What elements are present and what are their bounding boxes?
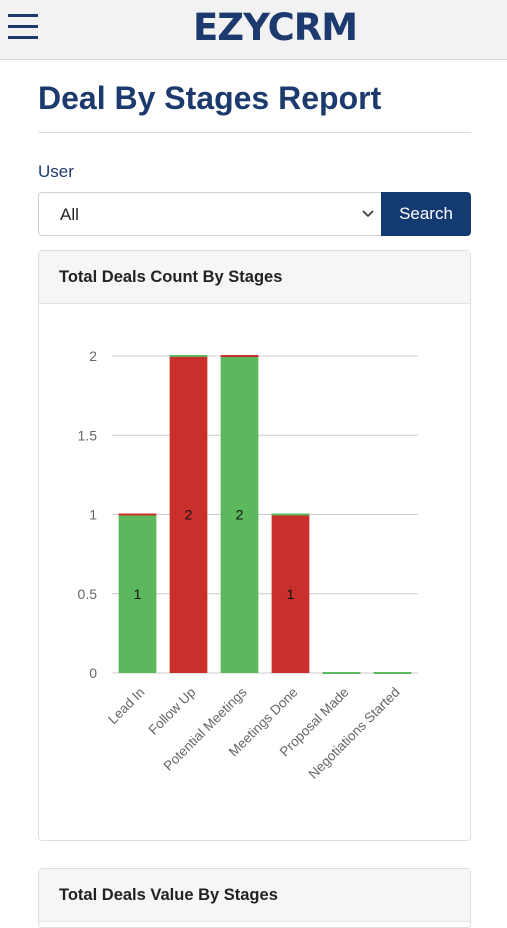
- bar-cap: [271, 513, 310, 516]
- chevron-down-icon: [362, 210, 374, 218]
- x-tick-label: Negotiations Started: [306, 685, 403, 782]
- y-tick-label: 1: [89, 507, 97, 523]
- data-label: 1: [287, 586, 295, 602]
- top-bar: EZYCRM: [0, 0, 507, 60]
- page-title: Deal By Stages Report: [38, 80, 382, 116]
- card-title: Total Deals Value By Stages: [39, 869, 470, 922]
- bar-cap: [373, 672, 412, 674]
- x-tick-label: Lead In: [105, 685, 147, 727]
- x-tick-label: Follow Up: [146, 685, 199, 738]
- search-button[interactable]: Search: [381, 192, 471, 236]
- bar-cap: [220, 355, 259, 357]
- menu-icon[interactable]: [8, 10, 38, 42]
- app-logo[interactable]: EZYCRM: [193, 6, 358, 49]
- bar: [169, 356, 208, 673]
- user-filter-label: User: [38, 162, 74, 181]
- user-select-value: All: [60, 205, 79, 224]
- card-title: Total Deals Count By Stages: [39, 251, 470, 304]
- y-tick-label: 1.5: [78, 427, 98, 443]
- data-label: 1: [134, 586, 142, 602]
- data-label: 2: [185, 507, 193, 523]
- data-label: 2: [236, 507, 244, 523]
- bar-cap: [169, 355, 208, 357]
- deals-count-card: Total Deals Count By Stages 0 0.5 1 1.5 2 1 Le…: [38, 250, 471, 841]
- user-select[interactable]: All: [38, 192, 382, 236]
- y-tick-label: 2: [89, 348, 97, 364]
- deals-value-card: Total Deals Value By Stages: [38, 868, 471, 928]
- y-tick-label: 0: [89, 665, 97, 681]
- bar-cap: [118, 513, 157, 516]
- bar: [271, 514, 310, 673]
- title-divider: [38, 132, 471, 133]
- y-tick-label: 0.5: [78, 586, 98, 602]
- bar-cap: [322, 672, 361, 674]
- bar: [220, 356, 259, 673]
- bar: [118, 514, 157, 673]
